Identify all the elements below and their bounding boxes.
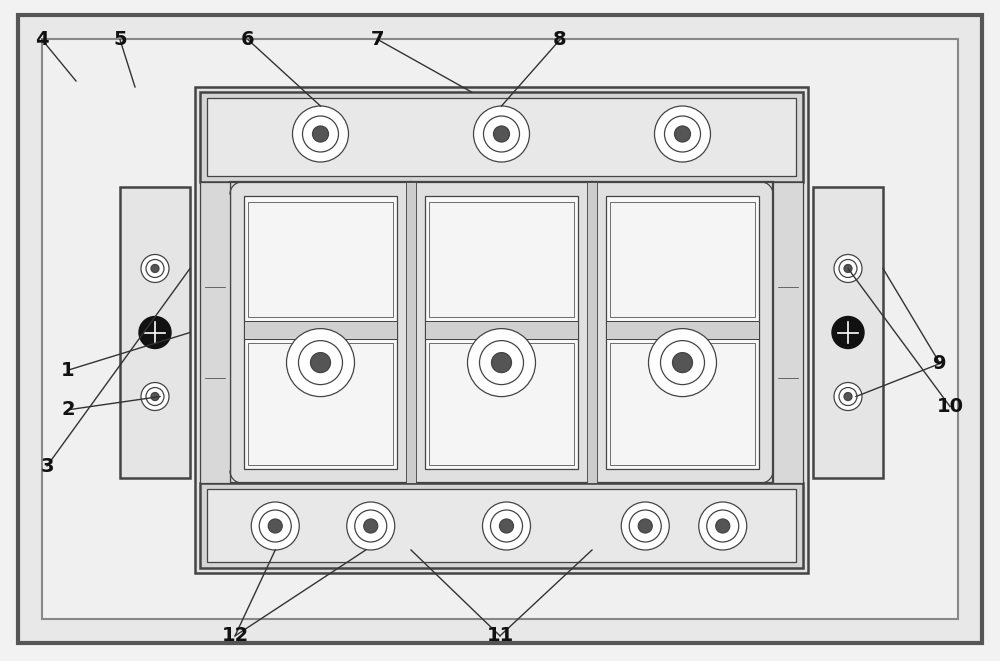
Text: 5: 5 [113,30,127,49]
Text: 11: 11 [486,627,514,645]
Circle shape [492,352,512,373]
Circle shape [699,502,747,550]
Bar [244,196,397,469]
Circle shape [490,510,522,542]
Circle shape [484,116,520,152]
Bar [813,187,883,478]
Text: 6: 6 [241,30,255,49]
Circle shape [298,340,342,385]
Circle shape [482,502,530,550]
Bar [773,182,803,483]
Circle shape [141,254,169,282]
Bar [610,342,755,465]
Bar [200,92,803,182]
Circle shape [494,126,510,142]
Circle shape [638,519,652,533]
Bar [587,182,597,483]
Bar [425,196,578,469]
Circle shape [310,352,330,373]
Bar [406,182,416,483]
Circle shape [292,106,349,162]
Text: 9: 9 [933,354,947,373]
Bar [200,182,230,483]
Circle shape [141,383,169,410]
Circle shape [674,126,690,142]
Circle shape [151,393,159,401]
Bar [120,187,190,478]
Bar [610,202,755,317]
Bar [248,342,393,465]
Bar [207,98,796,176]
Circle shape [364,519,378,533]
Circle shape [355,510,387,542]
Bar [429,202,574,317]
Bar [429,342,574,465]
Circle shape [480,340,524,385]
Bar [42,39,958,619]
Bar [207,489,796,562]
Circle shape [500,519,514,533]
Text: 10: 10 [936,397,964,416]
Bar [248,202,393,317]
Circle shape [146,387,164,405]
Circle shape [834,383,862,410]
Bar [425,321,578,338]
Circle shape [834,254,862,282]
Bar [592,182,773,483]
Text: 12: 12 [221,627,249,645]
Bar [606,196,759,469]
Circle shape [474,106,530,162]
Text: 8: 8 [553,30,567,49]
Circle shape [654,106,710,162]
Circle shape [648,329,716,397]
Circle shape [251,502,299,550]
Circle shape [629,510,661,542]
Circle shape [844,264,852,272]
Circle shape [139,317,171,348]
Circle shape [839,387,857,405]
Circle shape [468,329,536,397]
Circle shape [839,260,857,278]
Circle shape [716,519,730,533]
Circle shape [664,116,700,152]
Text: 7: 7 [371,30,385,49]
Circle shape [268,519,282,533]
Circle shape [151,264,159,272]
Text: 4: 4 [35,30,49,49]
Circle shape [312,126,328,142]
Circle shape [672,352,692,373]
Bar [195,87,808,573]
Circle shape [347,502,395,550]
Bar [606,321,759,338]
Circle shape [660,340,704,385]
Circle shape [844,393,852,401]
Circle shape [832,317,864,348]
Text: 2: 2 [61,401,75,419]
Circle shape [259,510,291,542]
Text: 3: 3 [40,457,54,475]
Circle shape [302,116,338,152]
Text: 1: 1 [61,361,75,379]
Bar [230,182,411,483]
Bar [200,483,803,568]
Circle shape [287,329,354,397]
Circle shape [146,260,164,278]
Bar [244,321,397,338]
Circle shape [707,510,739,542]
Bar [411,182,592,483]
Circle shape [621,502,669,550]
